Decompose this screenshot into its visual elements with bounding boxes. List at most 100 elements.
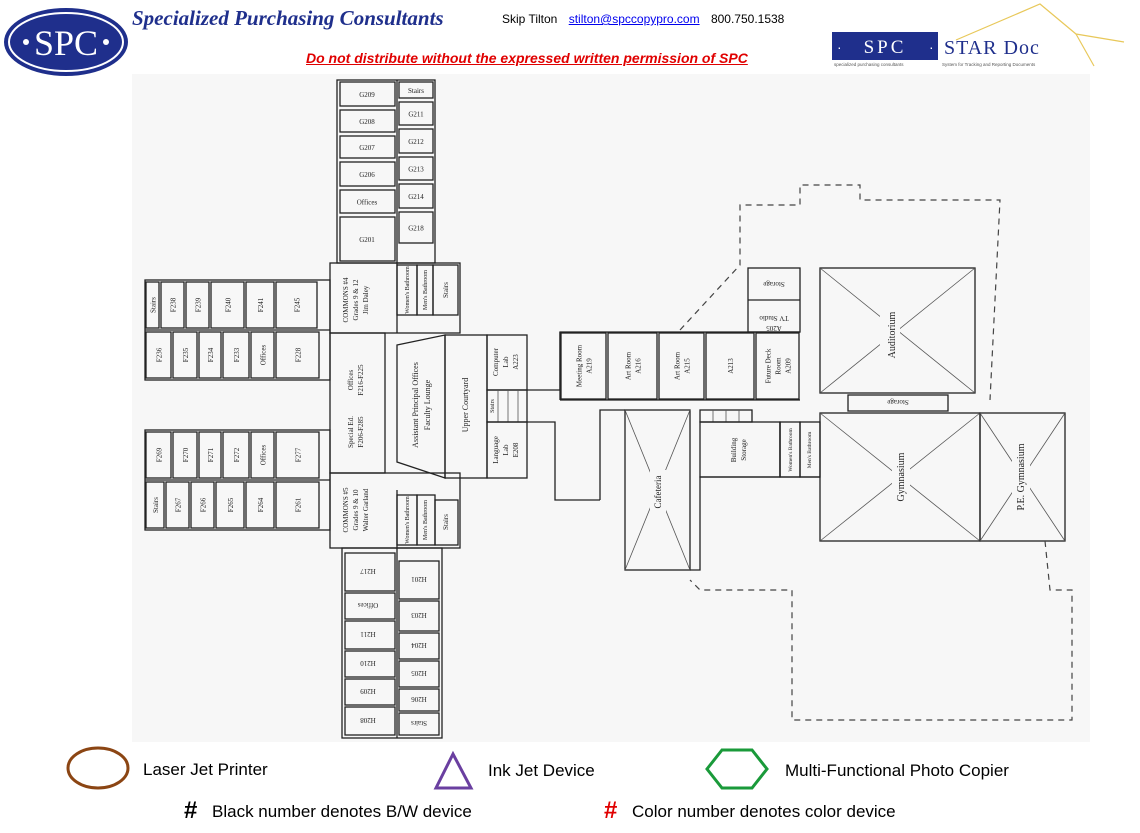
f-room-label: F238: [170, 297, 178, 312]
a-room-label: A209: [785, 358, 793, 374]
h-room-label: H205: [411, 669, 427, 677]
a-room-label: Future Deck: [765, 348, 773, 383]
g-room-label: G206: [359, 171, 375, 179]
f-room: [165, 481, 190, 529]
f-room-label: F267: [175, 497, 183, 512]
pe-gymnasium-room: [979, 412, 1066, 542]
f-room: [210, 281, 245, 329]
tv-studio-label: TV Studio: [759, 314, 789, 322]
special-ed-range: F206-F285: [357, 416, 365, 448]
commons4-name: Jim Daley: [362, 285, 370, 314]
a-room-label: A215: [684, 358, 692, 374]
g-room: [339, 81, 396, 107]
h-room: [398, 712, 440, 736]
g-room-label: G211: [408, 111, 424, 119]
h-room: [344, 552, 396, 592]
pe-gymnasium-label: P.E. Gymnasium: [1016, 443, 1027, 510]
f-room: [275, 431, 320, 479]
h-room: [398, 600, 440, 632]
phone-number: 800.750.1538: [710, 12, 785, 26]
a-room-label: Art Room: [674, 351, 682, 380]
h-room: [344, 620, 396, 650]
storage-label-top: Storage: [763, 280, 784, 288]
h-room-label: Stairs: [411, 719, 427, 727]
gymnasium-label: Gymnasium: [896, 452, 907, 501]
building-storage-label: Building: [730, 437, 738, 462]
svg-text:·: ·: [929, 39, 934, 55]
asst-principal-label: Assistant Principal Offices: [411, 362, 420, 448]
g-room-label: G208: [359, 118, 375, 126]
f-room-label: Offices: [260, 344, 268, 365]
mens-bathroom-label-2: Men's Bathroom: [423, 500, 429, 540]
g-room-label: G201: [359, 236, 375, 244]
f-room-label: Offices: [260, 444, 268, 465]
language-lab-label2: Lab: [502, 444, 510, 455]
tv-studio-number: A205: [766, 324, 782, 332]
h-room-label: Offices: [357, 601, 378, 609]
g-room: [398, 101, 434, 126]
g-room: [339, 189, 396, 214]
f-room-label: F233: [233, 347, 241, 362]
star-logo-text: STAR Doc: [944, 37, 1040, 59]
laser-printer-label: Laser Jet Printer: [143, 760, 268, 779]
f-room: [222, 431, 250, 479]
f-room-label: F236: [156, 347, 164, 362]
ink-jet-label: Ink Jet Device: [488, 761, 595, 780]
building-storage-label2: Storage: [740, 439, 748, 460]
f-room-label: F234: [207, 347, 215, 362]
h-room: [398, 660, 440, 688]
computer-lab-number: A223: [512, 354, 520, 370]
f-wing-low-rooms: F269 F270 F271 F272 Offices F277: [145, 431, 320, 479]
a-room: [705, 332, 755, 400]
f-room-label: Stairs: [150, 297, 158, 313]
spc-logo-text: SPC: [34, 23, 98, 63]
g-room-label: G209: [359, 91, 375, 99]
g-room: [339, 135, 396, 159]
f-wing-top-rooms: Stairs F238 F239 F240 F241 F245: [145, 281, 318, 329]
f-wing-mid-rooms: F236 F235 F234 F233 Offices F228: [145, 331, 320, 379]
g-room-label: Stairs: [408, 87, 424, 95]
email-link[interactable]: stilton@spccopypro.com: [568, 12, 700, 26]
h-room: [344, 650, 396, 678]
a-wing-rooms: Meeting Room A219 Art Room A216 Art Room A215…: [560, 332, 800, 400]
f-room: [250, 431, 275, 479]
f-room-label: F270: [182, 447, 190, 462]
f-room: [245, 281, 275, 329]
commons5-grades: Grades 9 & 10: [352, 489, 360, 531]
f-room: [145, 281, 160, 329]
a-room-label: A216: [635, 358, 643, 374]
faculty-lounge-label: Faculty Lounge: [423, 379, 432, 430]
commons4-label: COMMONS #4: [342, 277, 350, 322]
stairs-label: Stairs: [442, 282, 450, 298]
h-room-label: H201: [411, 575, 427, 583]
commons5-label: COMMONS #5: [342, 487, 350, 532]
f-room-label: Stairs: [152, 497, 160, 513]
f-room: [160, 281, 185, 329]
contact-name: Skip Tilton: [502, 12, 558, 26]
h-room: [398, 688, 440, 712]
stairs-label-2: Stairs: [442, 514, 450, 530]
company-name: Specialized Purchasing Consultants: [132, 6, 444, 30]
g-wing-right-rooms: Stairs G211 G212 G213 G214 G218: [398, 81, 434, 244]
womens-bathroom-label: Women's Bathroom: [405, 266, 411, 314]
h-room: [398, 632, 440, 660]
computer-lab-label: Computer: [492, 347, 500, 376]
f-room: [250, 331, 275, 379]
womens-bathroom-label-2: Women's Bathroom: [405, 496, 411, 544]
g-room-label: G207: [359, 144, 375, 152]
a-room-label: A219: [586, 358, 594, 374]
mfp-icon: [705, 748, 769, 790]
h-room: [344, 678, 396, 706]
a-room: [755, 332, 800, 400]
floor-plan: G209 G208 G207 G206 Offices G201 Stairs G211 G2…: [0, 74, 1140, 742]
commons5-name: Walter Garland: [362, 488, 370, 531]
computer-lab-label2: Lab: [502, 356, 510, 367]
language-lab-label: Language: [492, 436, 500, 464]
h-room-label: H203: [411, 611, 427, 619]
distribution-warning: Do not distribute without the expressed …: [306, 50, 748, 66]
a-room: [658, 332, 705, 400]
f-room-label: F235: [182, 347, 190, 362]
g-room-label: G213: [408, 166, 424, 174]
f-room: [172, 431, 198, 479]
f-room-label: F266: [200, 497, 208, 512]
